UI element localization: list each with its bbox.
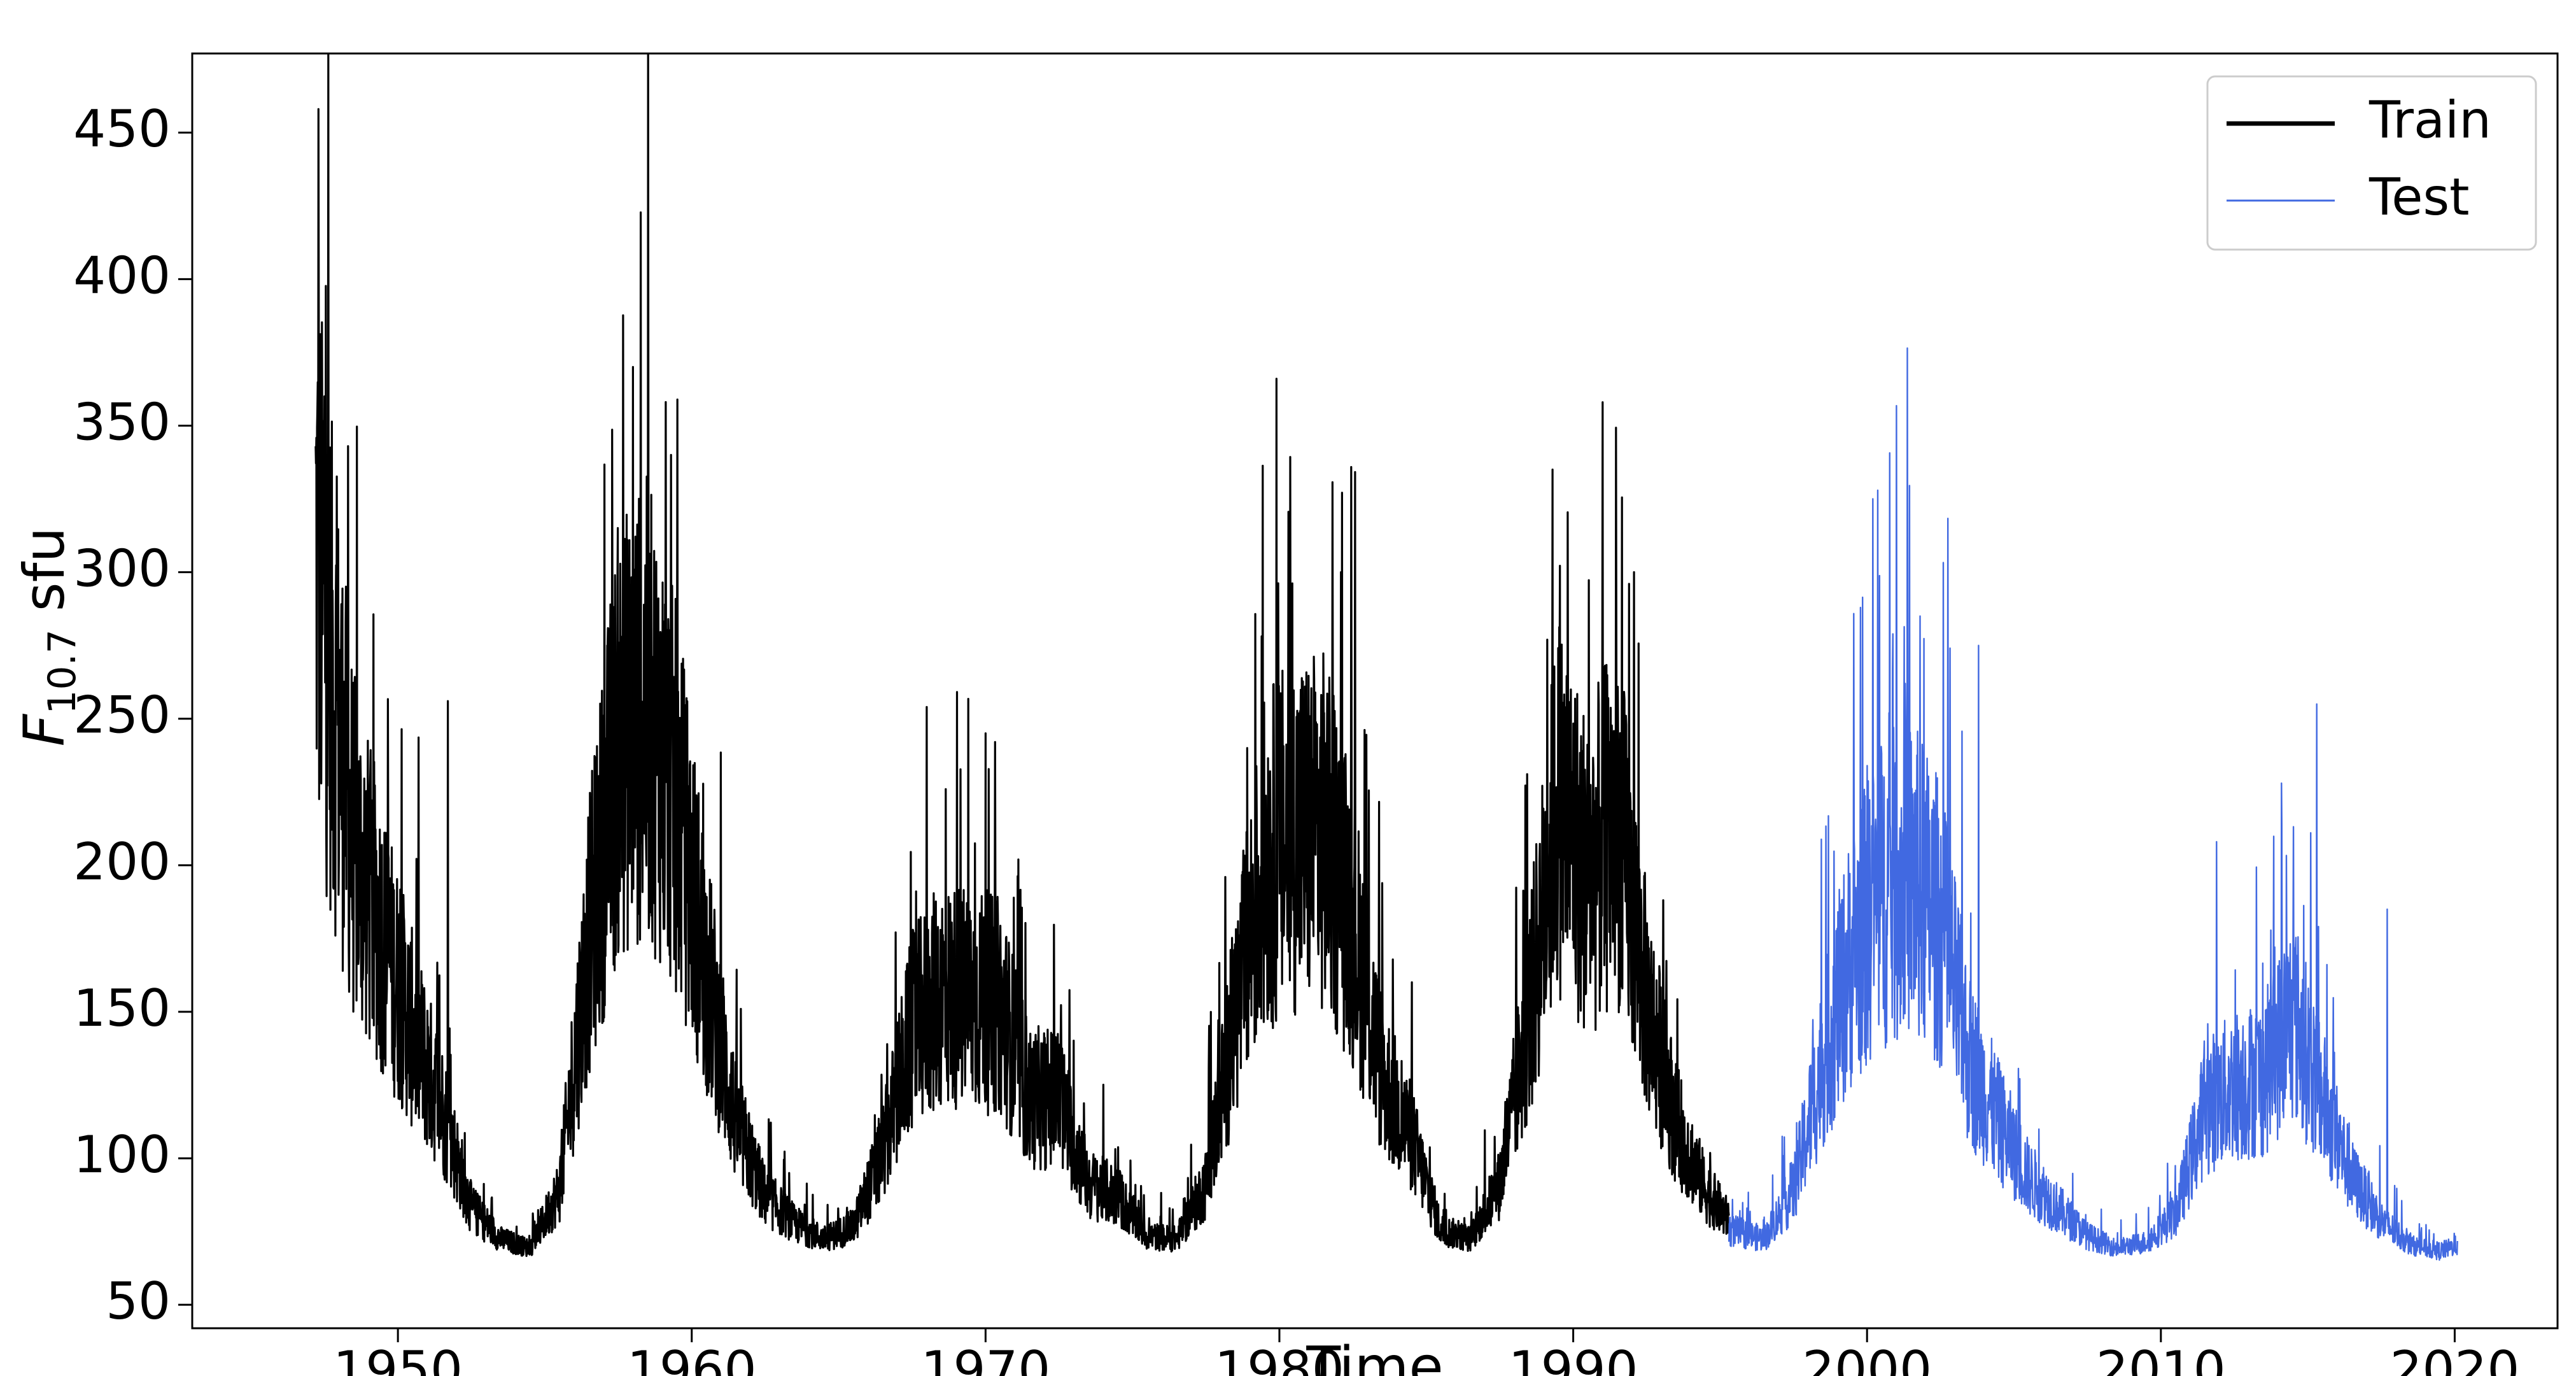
y-tick-label: 450 [73, 99, 171, 159]
x-tick-label: 1970 [921, 1340, 1051, 1376]
x-axis-label: Time [1306, 1335, 1443, 1376]
y-tick-label: 400 [73, 246, 171, 305]
x-tick-label: 2000 [1802, 1340, 1932, 1376]
y-axis-label-unit: sfu [11, 527, 77, 630]
x-tick-label: 2020 [2390, 1340, 2520, 1376]
x-tick-label: 1990 [1509, 1340, 1638, 1376]
y-tick-label: 50 [106, 1272, 171, 1331]
x-tick-label: 1980 [1214, 1340, 1344, 1376]
x-tick-label: 1950 [333, 1340, 463, 1376]
y-tick-label: 150 [73, 979, 171, 1038]
y-axis: 50 100 150 200 250 300 350 400 450 [73, 99, 192, 1331]
series-line-train [314, 53, 1730, 1258]
x-tick-label: 1960 [627, 1340, 757, 1376]
y-axis-label-main: F [11, 713, 77, 746]
series-line-test [1728, 347, 2458, 1261]
y-tick-label: 350 [73, 392, 171, 451]
y-tick-label: 200 [73, 832, 171, 891]
y-tick-label: 100 [73, 1125, 171, 1184]
series-layer [314, 53, 2458, 1261]
legend: Train Test [2206, 75, 2537, 251]
y-tick-label: 300 [73, 539, 171, 599]
legend-train-label: Train [2368, 90, 2491, 150]
legend-test-label: Test [2368, 167, 2470, 227]
plot-frame [191, 52, 2559, 1330]
y-tick-label: 250 [73, 686, 171, 745]
x-tick-label: 2010 [2096, 1340, 2226, 1376]
x-axis: 1950 1960 1970 1980 1990 2000 2010 2020 [333, 1328, 2519, 1376]
y-axis-label: F10.7 sfu [11, 527, 85, 747]
legend-box [2206, 75, 2537, 251]
y-axis-label-subscript: 10.7 [40, 629, 85, 714]
